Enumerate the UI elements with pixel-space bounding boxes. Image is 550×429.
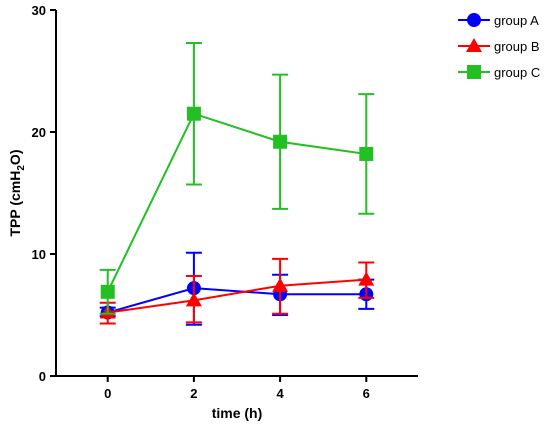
series-2-point-0 (100, 284, 115, 299)
y-axis-title-main: TPP (cmH (7, 171, 23, 237)
series-2-point-1 (186, 106, 201, 121)
legend-item-0: group A (458, 13, 539, 28)
legend-item-1: group B (458, 38, 540, 54)
series-1 (99, 257, 375, 325)
legend-marker-2 (467, 65, 481, 79)
legend: group A group B group C (458, 13, 540, 80)
y-tick-label-0: 0 (39, 369, 46, 384)
y-axis-title-subscript: 2 (16, 165, 27, 171)
y-tick-label-1: 10 (32, 247, 46, 262)
y-axis-title-end: O) (7, 150, 23, 166)
y-tick-label-3: 30 (32, 3, 46, 18)
series-1-point-1 (185, 292, 202, 307)
series-1-line (107, 278, 367, 314)
legend-item-2: group C (458, 65, 540, 80)
legend-marker-0 (467, 13, 481, 27)
y-axis-title: TPP (cmH2O) (7, 150, 27, 237)
y-tick-label-2: 20 (32, 125, 46, 140)
x-tick-label-0: 0 (104, 386, 111, 401)
x-axis-title: time (h) (212, 405, 263, 421)
legend-label-1: group B (494, 39, 540, 54)
series-1-point-3 (358, 271, 375, 286)
x-tick-label-3: 6 (363, 386, 370, 401)
x-tick-label-2: 4 (276, 386, 284, 401)
series-0 (99, 251, 375, 326)
series-0-line (107, 287, 367, 314)
legend-label-0: group A (494, 13, 539, 28)
axes (55, 10, 418, 377)
series-2 (99, 41, 375, 315)
series-2-point-3 (359, 146, 374, 161)
ticks-layer: 0 10 20 30 0 2 4 6 (32, 3, 370, 401)
series-layer (99, 41, 375, 326)
series-1-point-2 (272, 277, 289, 292)
series-2-point-2 (273, 134, 288, 149)
series-2-line (106, 112, 367, 293)
legend-label-2: group C (494, 65, 540, 80)
legend-marker-1 (466, 38, 482, 52)
x-tick-label-1: 2 (190, 386, 197, 401)
